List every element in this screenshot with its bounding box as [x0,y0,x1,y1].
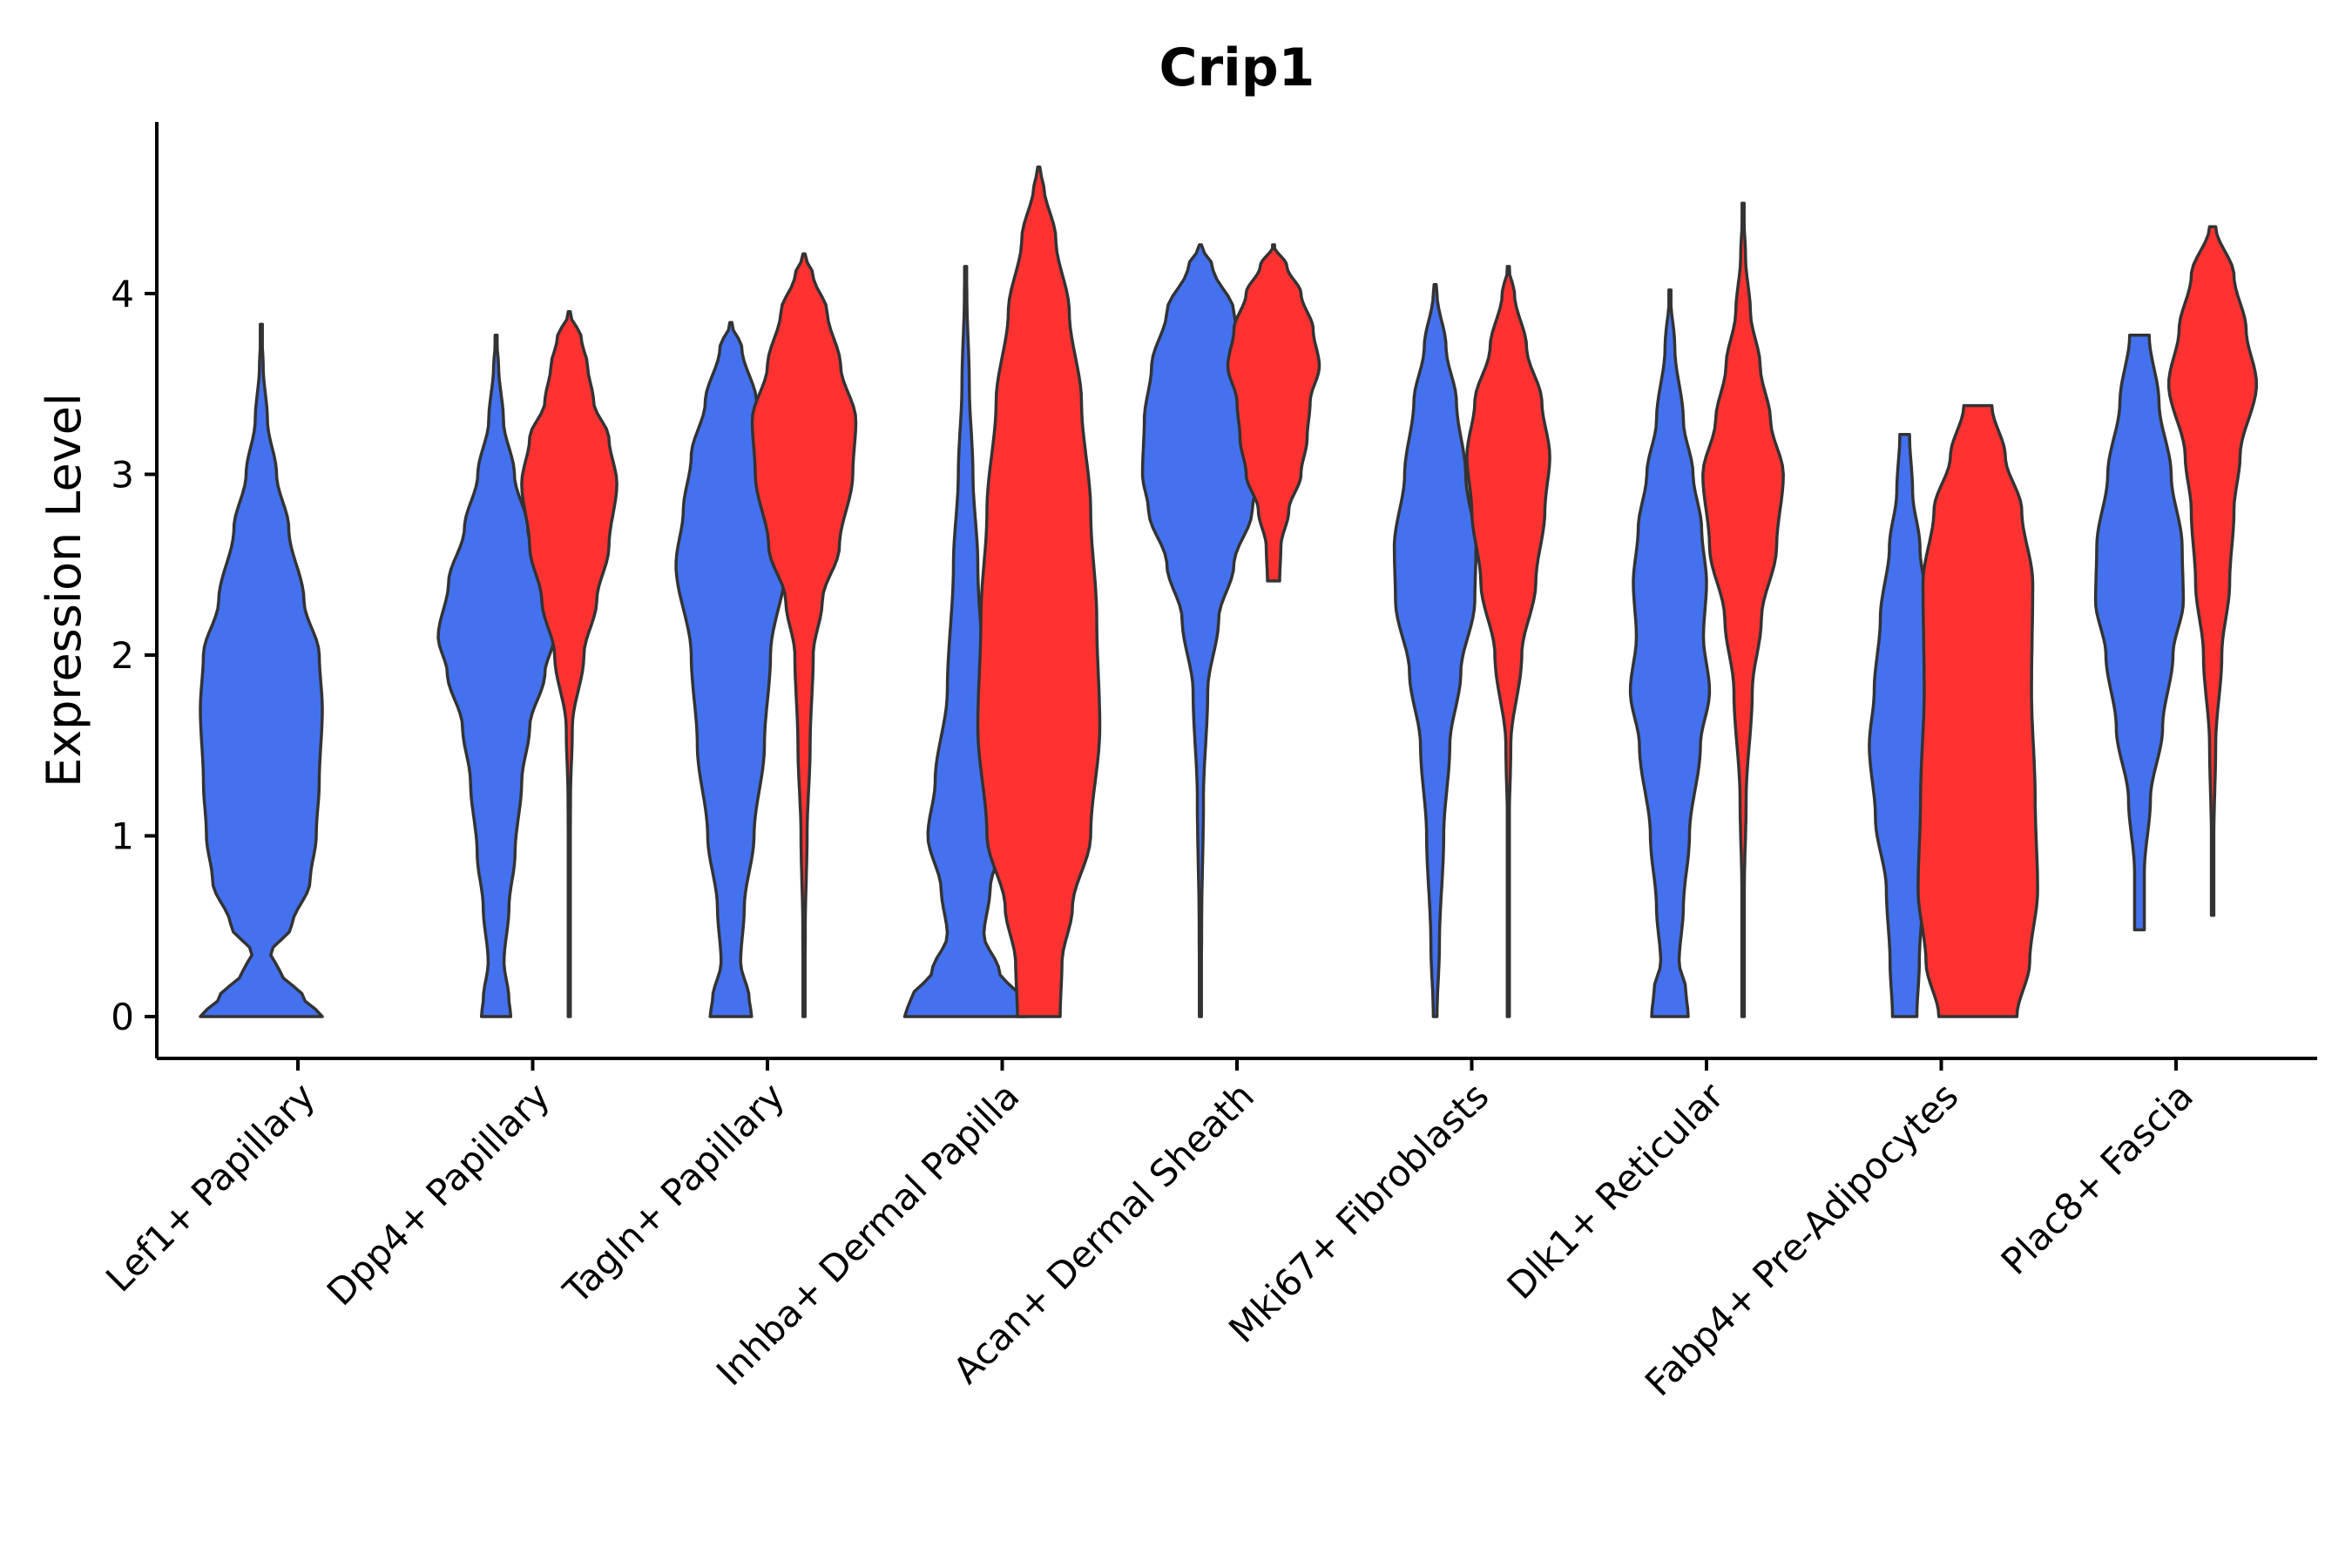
y-tick-label: 3 [111,454,134,497]
violin-blue [436,333,556,1018]
chart-title: Crip1 [1159,37,1315,98]
x-tick-label: Tagln+ Papillary [555,1074,793,1312]
x-tick-label: Dpp4+ Papillary [319,1074,558,1314]
violin-red [976,166,1102,1018]
violin-blue [1628,288,1712,1018]
violin-red [2166,225,2259,917]
y-tick-label: 2 [111,634,134,677]
y-axis-ticks: 0 1 2 3 4 [111,273,157,1038]
x-tick-label: Mki67+ Fibroblasts [1220,1074,1497,1350]
x-tick-label: Lef1+ Papillary [98,1074,323,1300]
y-tick-label: 0 [111,996,134,1038]
violin-blue [1392,282,1478,1018]
violins-layer [199,166,2259,1018]
x-tick-label: Dlk1+ Reticular [1499,1074,1733,1308]
violin-blue [199,322,324,1018]
violin-red [1465,265,1551,1018]
violin-blue [2093,333,2186,932]
x-tick-label: Plac8+ Fascia [1993,1074,2201,1282]
violin-red [1916,403,2039,1018]
violin-red [750,252,858,1018]
y-tick-label: 4 [111,273,134,315]
y-axis-label: Expression Level [37,393,91,787]
violin-red [1701,201,1785,1018]
y-tick-label: 1 [111,815,134,858]
violin-red [1226,243,1321,583]
violin-blue [1140,243,1260,1018]
violin-red [520,310,618,1018]
